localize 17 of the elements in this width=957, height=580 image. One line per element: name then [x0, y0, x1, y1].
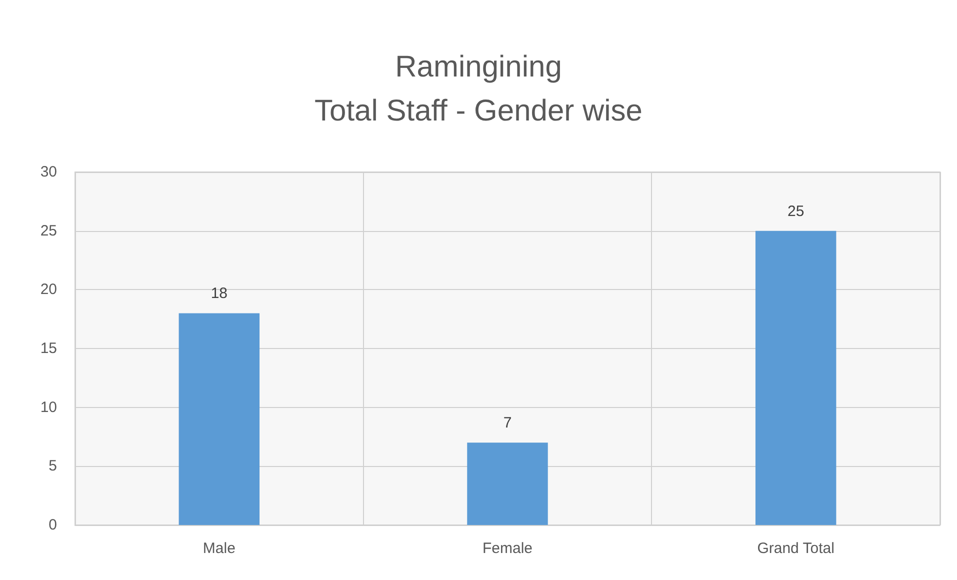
bar [755, 230, 836, 525]
data-label: 7 [503, 414, 512, 432]
y-tick-label: 0 [48, 516, 57, 534]
x-tick-label: Grand Total [757, 540, 834, 557]
y-tick-label: 30 [40, 164, 57, 180]
data-label: 25 [787, 202, 804, 220]
y-tick-label: 10 [40, 398, 57, 416]
bar [178, 313, 260, 525]
bar [467, 442, 548, 525]
y-tick-label: 5 [48, 458, 57, 475]
data-label: 18 [210, 285, 228, 302]
x-tick-label: Male [202, 540, 236, 557]
y-tick-label: 20 [40, 281, 57, 298]
chart-title: Ramingining Total Staff - Gender wise [314, 50, 642, 128]
x-tick-label: Female [482, 540, 533, 557]
y-tick-label: 25 [40, 222, 57, 240]
y-tick-label: 15 [40, 340, 57, 357]
